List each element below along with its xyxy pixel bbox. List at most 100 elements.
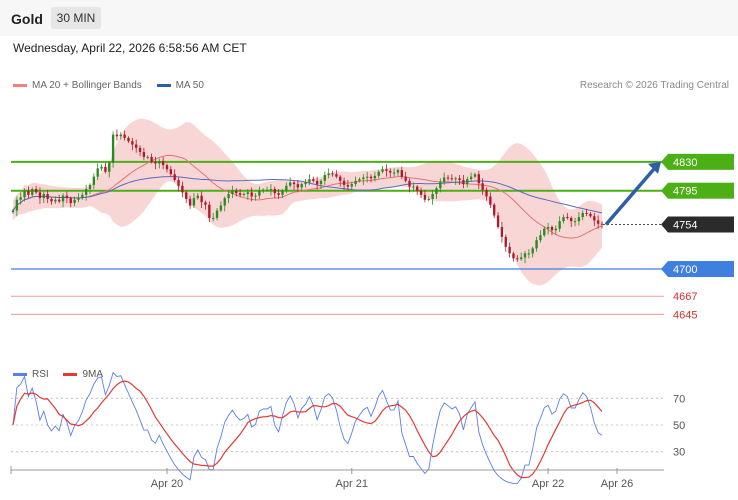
rsi-legend-swatch <box>13 372 27 376</box>
candle-body <box>300 184 303 188</box>
bollinger-band <box>13 118 602 286</box>
candle-body <box>454 178 457 180</box>
candle-body <box>523 253 527 258</box>
candle-body <box>362 177 365 180</box>
candle-body <box>342 180 346 185</box>
candle-body <box>508 246 511 254</box>
level-label-4795: 4795 <box>673 186 697 198</box>
candle-body <box>469 176 473 180</box>
candle-body <box>315 180 319 185</box>
candle-body <box>331 173 334 175</box>
candle-body <box>416 186 419 191</box>
candle-body <box>123 134 126 138</box>
candle-body <box>131 141 134 145</box>
candle-body <box>493 204 496 216</box>
candle-body <box>42 194 45 199</box>
candle-body <box>161 161 165 166</box>
candle-body <box>58 199 61 202</box>
level-badge-4830 <box>668 153 734 170</box>
candle-body <box>84 189 88 195</box>
candle-body <box>96 168 99 177</box>
candle-body <box>181 185 184 193</box>
candle-body <box>577 217 581 222</box>
timeframe-button[interactable]: 30 MIN <box>51 7 101 29</box>
candle-body <box>281 190 284 195</box>
candle-body <box>473 174 477 177</box>
candle-body <box>339 176 342 181</box>
level-badge-pointer-4795 <box>661 182 668 199</box>
candle-body <box>23 190 26 198</box>
candle-body <box>185 192 188 199</box>
candle-body <box>104 166 107 172</box>
candle-body <box>165 165 169 170</box>
credit-text: Research © 2026 Trading Central <box>579 80 729 91</box>
candle-body <box>46 194 49 199</box>
candle-body <box>115 134 119 137</box>
candle-body <box>173 174 176 180</box>
candle-body <box>519 257 523 260</box>
candle-body <box>450 178 454 180</box>
candle-body <box>543 228 546 236</box>
candle-body <box>296 184 300 188</box>
candle-body <box>127 137 130 142</box>
candle-body <box>273 189 276 194</box>
candle-body <box>88 184 92 190</box>
level-label-4645: 4645 <box>673 309 697 321</box>
forecast-arrowhead <box>648 161 661 174</box>
candle-body <box>446 177 450 179</box>
candle-body <box>262 189 265 191</box>
rsi-ma-legend-swatch <box>63 372 78 376</box>
candle-body <box>158 161 161 164</box>
candle-body <box>319 180 323 185</box>
candle-body <box>535 240 538 249</box>
ma50-legend-label: MA 50 <box>175 80 204 91</box>
candle-body <box>250 192 253 197</box>
candle-body <box>504 236 507 247</box>
rsi-tick-label: 70 <box>673 393 685 405</box>
ma20-line <box>12 154 603 239</box>
candle-body <box>531 248 534 254</box>
candle-body <box>570 217 573 222</box>
ma50-line <box>12 176 603 214</box>
candle-body <box>61 195 65 202</box>
candle-body <box>304 182 307 185</box>
level-badge-4795 <box>668 182 734 199</box>
ma50-legend-swatch <box>156 83 171 87</box>
candle-body <box>108 162 111 172</box>
candle-body <box>65 195 69 199</box>
x-tick-label: Apr 21 <box>336 478 368 490</box>
candle-body <box>27 190 30 195</box>
candle-body <box>154 161 157 164</box>
candle-body <box>585 212 588 214</box>
candle-body <box>596 220 600 224</box>
candle-body <box>489 196 492 205</box>
x-tick-label: Apr 26 <box>601 478 633 490</box>
candle-body <box>150 156 153 162</box>
candle-body <box>396 170 400 173</box>
candle-body <box>54 199 57 202</box>
candle-body <box>38 192 42 199</box>
candle-body <box>423 194 427 200</box>
candle-body <box>427 198 430 200</box>
candle-body <box>285 185 288 191</box>
candle-body <box>581 212 584 218</box>
candle-body <box>277 193 280 195</box>
candle-body <box>381 169 384 172</box>
candle-body <box>188 198 192 206</box>
candle-body <box>431 194 434 199</box>
candle-body <box>100 166 103 169</box>
candle-body <box>546 226 550 229</box>
price-legend: MA 20 + Bollinger Bands MA 50 <box>13 80 204 91</box>
candle-body <box>204 202 207 205</box>
candle-body <box>496 215 500 227</box>
forecast-arrow <box>604 166 657 226</box>
candle-body <box>119 134 122 137</box>
candle-body <box>34 189 38 193</box>
candle-body <box>350 184 353 187</box>
candle-body <box>558 221 561 229</box>
rsi-legend: RSI 9MA <box>13 369 103 380</box>
candle-body <box>269 189 273 191</box>
candle-body <box>208 204 211 218</box>
candle-body <box>81 194 84 199</box>
